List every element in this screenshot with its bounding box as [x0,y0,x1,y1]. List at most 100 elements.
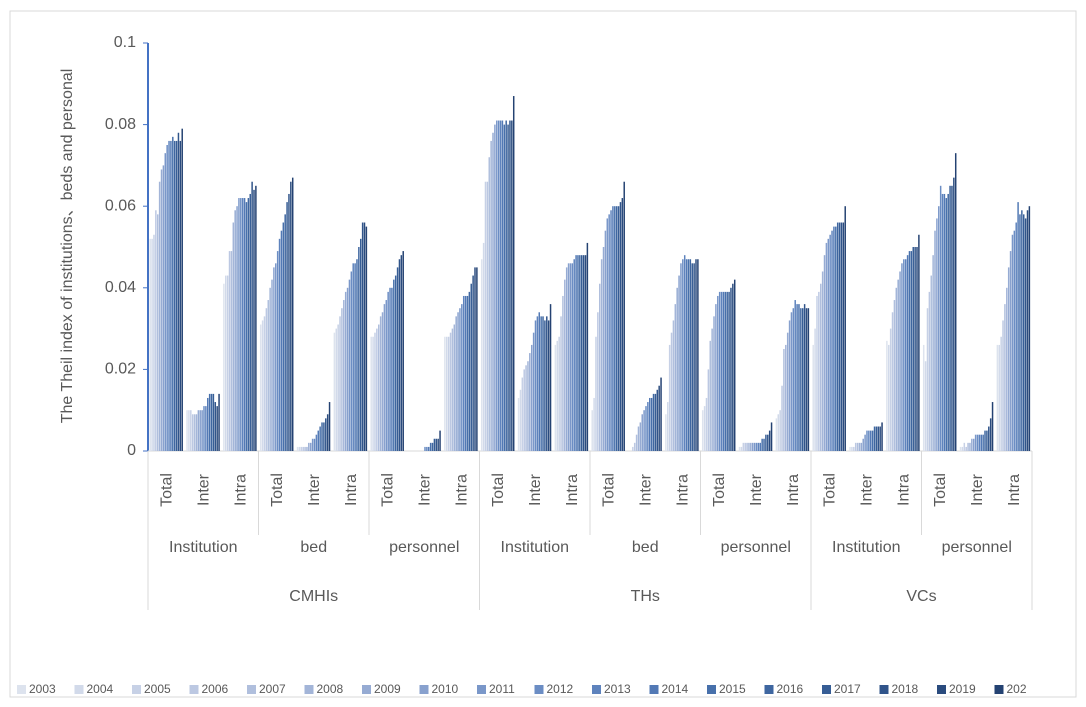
bar [709,340,711,451]
bar [584,255,587,451]
bar [177,132,180,451]
bar [827,238,830,451]
bar [199,410,201,451]
bar [1000,336,1002,451]
legend-label: 2006 [202,682,229,696]
bar [761,438,763,451]
legend-label: 2012 [547,682,574,696]
legend-swatch [534,685,544,694]
bar [238,198,240,451]
x-tick-label: Inter [858,473,875,506]
category-supergroup-label: THs [631,588,660,605]
bar [779,410,781,451]
legend-label: 2015 [719,682,746,696]
bar [998,344,1001,451]
bar [763,438,765,451]
bar [172,136,174,451]
bar [509,120,511,452]
bar [339,316,341,451]
bar [683,255,686,451]
bar [205,406,207,451]
bar [462,295,465,451]
bar [164,153,167,451]
bar [1028,206,1031,451]
bar [230,251,233,451]
bar [971,438,973,451]
bar [1004,304,1006,451]
bar [579,255,581,451]
bar [649,397,651,451]
bar [428,446,430,451]
legend-swatch [362,685,371,694]
bar [697,259,699,451]
bar [546,316,548,451]
bar [261,320,264,451]
bar [755,442,758,451]
bar [149,238,151,451]
bar [166,145,168,451]
bar [372,336,374,451]
bar [842,222,845,451]
bar [567,263,570,451]
bar [738,446,741,451]
x-tick-label: Total [932,473,949,507]
bar [1026,210,1029,451]
bar [972,438,975,451]
bar [656,389,659,451]
bar [949,185,951,452]
bar [439,430,441,451]
bar [313,438,316,451]
bar [803,304,806,451]
bar [519,389,522,451]
bar [188,410,190,451]
bar [457,312,459,451]
bar [269,287,271,451]
bar [276,251,279,451]
legend-swatch [879,685,889,694]
bar [1015,222,1017,451]
bar [879,426,881,451]
bar [521,377,524,451]
bar [560,316,562,451]
bar [492,132,494,451]
legend-label: 2017 [834,682,861,696]
bar [781,385,783,451]
bar [939,185,942,452]
bar [540,316,542,451]
bar [767,434,769,451]
bar [728,291,730,451]
bar [800,308,802,451]
bar [893,300,896,451]
bar [849,446,851,451]
category-group-label: bed [632,539,659,556]
bar [381,312,384,451]
bar [348,279,351,451]
bar [168,140,170,452]
bar [186,410,188,451]
bar [558,336,560,451]
bar [455,316,457,451]
bar [936,218,938,451]
bar [986,430,988,451]
bar [564,279,566,451]
bar [208,393,211,451]
bar [862,438,864,451]
bar [488,157,490,452]
bar [449,332,452,451]
bar [255,185,257,452]
bar [175,140,178,452]
bar [335,328,338,451]
bar [606,218,609,451]
bar [982,434,984,451]
bar [991,402,994,451]
bar [676,287,678,451]
bar [823,255,826,451]
bar [814,328,816,451]
bar [376,328,378,451]
bar [290,181,292,451]
bar [402,251,404,451]
bar [938,206,940,451]
bar [619,202,622,451]
x-tick-label: Inter [748,473,765,506]
bar [437,438,439,451]
